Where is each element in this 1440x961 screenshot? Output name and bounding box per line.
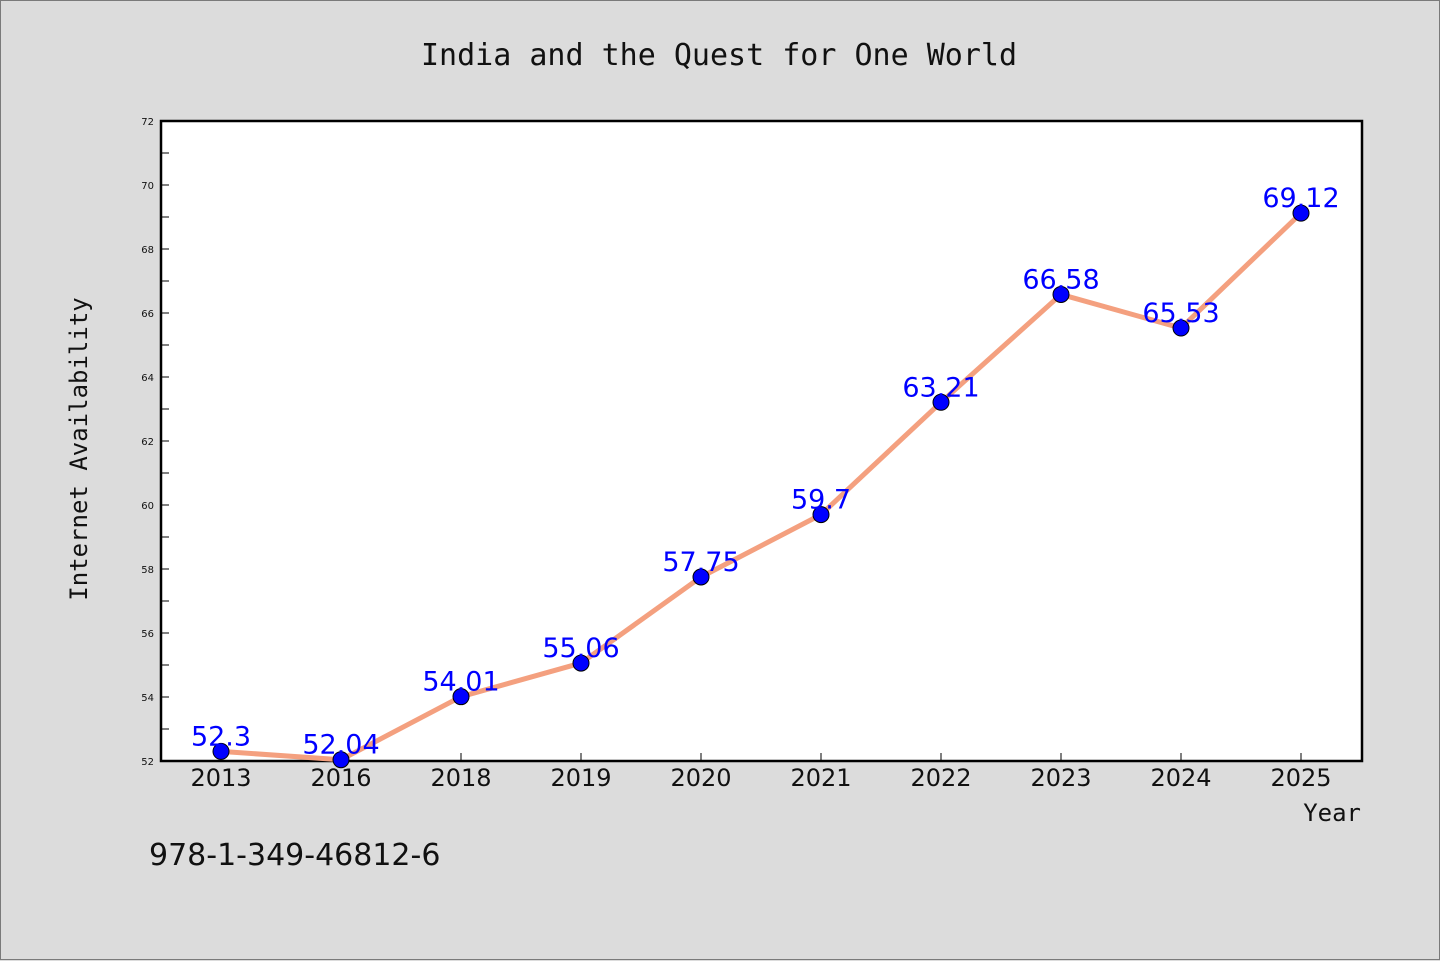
y-tick-label: 64: [141, 373, 154, 384]
data-point: [692, 568, 710, 586]
data-point: [1052, 285, 1070, 303]
data-point: [1292, 204, 1310, 222]
data-point: [1172, 319, 1190, 337]
isbn-text: 978-1-349-46812-6: [149, 838, 440, 873]
y-tick-label: 62: [141, 437, 154, 448]
data-point: [572, 654, 590, 672]
y-tick-label: 56: [141, 629, 154, 640]
data-label: 59.7: [791, 485, 851, 516]
data-label: 65.53: [1142, 298, 1219, 329]
data-point: [812, 506, 830, 524]
y-tick-label: 52: [141, 757, 154, 768]
data-label: 57.75: [662, 547, 739, 578]
data-point: [212, 742, 230, 760]
x-tick-label: 2024: [1150, 764, 1211, 792]
data-label: 55.06: [542, 633, 619, 664]
y-axis: 52 54 56 58 60 62 64 66 68 70 72: [141, 117, 169, 768]
y-tick-label: 54: [141, 693, 154, 704]
plot-area: [159, 119, 1364, 763]
data-label: 52.3: [191, 721, 251, 752]
y-axis-title: Internet Availability: [65, 297, 93, 600]
x-axis: 2013 2016 2018 2019 2020 2021 2022 2023 2024 2025: [190, 753, 1332, 792]
x-tick-label: 2025: [1270, 764, 1331, 792]
x-tick-label: 2021: [790, 764, 851, 792]
x-tick-label: 2023: [1030, 764, 1091, 792]
data-markers: [212, 204, 1310, 769]
data-point: [932, 393, 950, 411]
y-tick-label: 68: [141, 245, 154, 256]
x-axis-title: Year: [1303, 799, 1361, 827]
x-tick-label: 2020: [670, 764, 731, 792]
data-labels: 52.3 52.04 54.01 55.06 57.75 59.7 63.21 66.58 65…: [191, 183, 1340, 761]
x-tick-label: 2013: [190, 764, 251, 792]
data-label: 52.04: [302, 730, 379, 761]
y-tick-label: 58: [141, 565, 154, 576]
data-point: [332, 751, 350, 769]
chart-title: India and the Quest for One World: [421, 38, 1017, 73]
series-line: [218, 210, 1304, 763]
y-tick-label: 70: [141, 181, 154, 192]
y-tick-label: 72: [141, 117, 154, 128]
data-label: 69.12: [1262, 183, 1339, 214]
x-tick-label: 2019: [550, 764, 611, 792]
x-tick-label: 2016: [310, 764, 371, 792]
series-polyline: [218, 210, 1304, 763]
y-tick-label: 66: [141, 309, 154, 320]
y-tick-label: 60: [141, 501, 154, 512]
data-point: [452, 688, 470, 706]
data-label: 63.21: [902, 372, 979, 403]
x-tick-label: 2022: [910, 764, 971, 792]
data-label: 54.01: [422, 667, 499, 698]
data-label: 66.58: [1022, 264, 1099, 295]
x-tick-label: 2018: [430, 764, 491, 792]
